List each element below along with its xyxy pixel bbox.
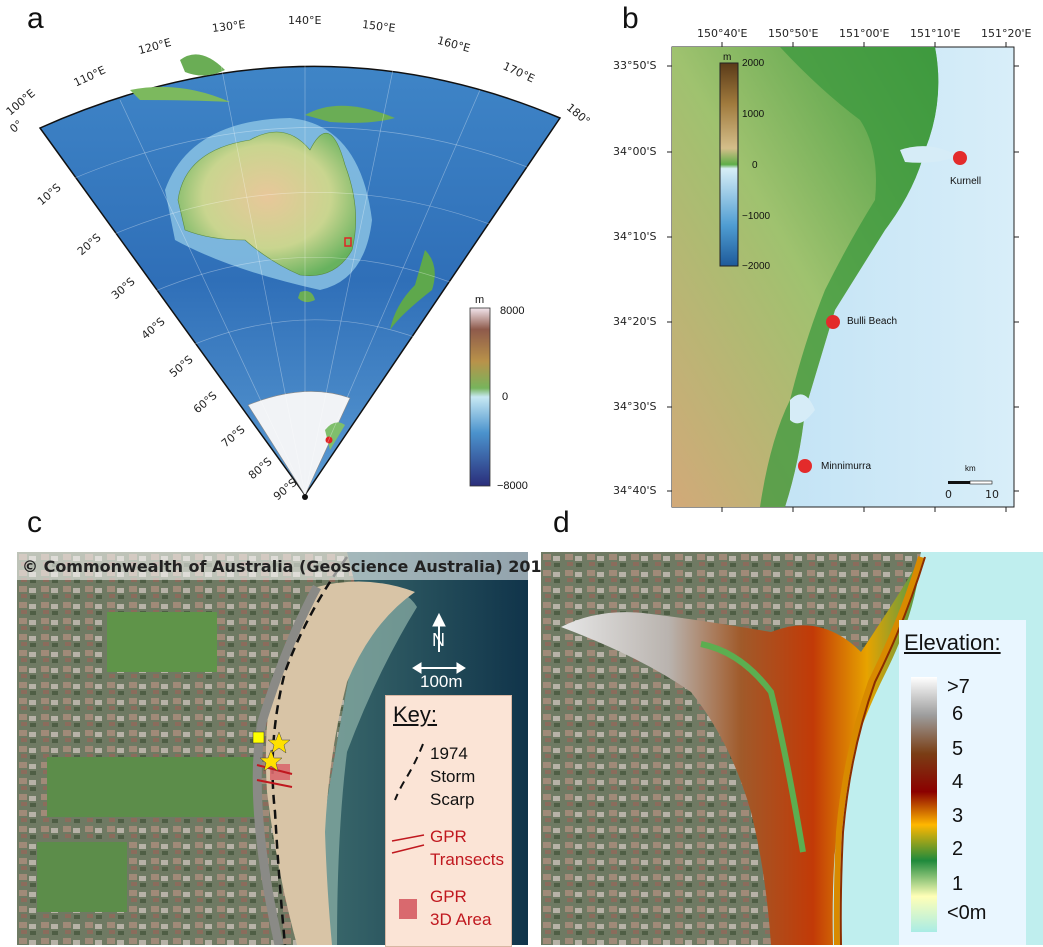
elevation-level: 2 (952, 838, 964, 860)
site-marker-bulli (826, 315, 840, 329)
gpr-transect (256, 779, 293, 788)
elevation-level: 1 (952, 873, 964, 895)
b-lon-label: 150°40'E (697, 27, 748, 40)
north-label: N (432, 630, 445, 650)
panel-d-elevation-map (541, 552, 1043, 945)
panel-a-map (38, 45, 562, 500)
a-colorbar-unit: m (475, 294, 485, 306)
b-colorbar-tick: −2000 (742, 261, 771, 272)
key-3d-area-line1: GPR (430, 887, 467, 906)
a-colorbar-mid: 0 (502, 391, 509, 403)
antarctic-region (247, 391, 351, 496)
copyright-banner (17, 552, 528, 580)
key-transect-line1: GPR (430, 827, 467, 846)
panel-label-d: d (553, 506, 570, 539)
b-lon-label: 150°50'E (768, 27, 819, 40)
b-scalebar-start: 0 (945, 488, 952, 501)
b-colorbar-tick: 1000 (742, 109, 765, 120)
antarctic-site-marker (325, 436, 333, 444)
elevation-level: <0m (947, 902, 987, 924)
elevation-legend-title: Elevation: (904, 630, 1001, 655)
panel-label-b: b (622, 2, 639, 35)
elevation-surface (561, 557, 921, 945)
panel-a-colorbar (469, 307, 491, 487)
site-star-marker (267, 731, 291, 754)
b-lon-label: 151°00'E (839, 27, 890, 40)
key-scarp-line3: Scarp (430, 790, 475, 809)
key-transect-line2: Transects (430, 850, 505, 869)
b-lat-label: 33°50'S (613, 59, 657, 72)
elevation-level: 5 (952, 738, 964, 760)
elevation-level: >7 (947, 676, 970, 698)
panel-b-colorbar (719, 62, 739, 267)
b-lon-label: 151°20'E (981, 27, 1032, 40)
site-marker-minnimurra (798, 459, 812, 473)
key-scarp-symbol (394, 743, 424, 801)
site-marker-kurnell (953, 151, 967, 165)
scale-bar (412, 662, 466, 674)
coastline-land (672, 47, 939, 507)
a-lon-label: 140°E (288, 14, 322, 27)
panel-label-c: c (27, 506, 42, 539)
panel-b-map (667, 42, 1019, 512)
key-3d-area-line2: 3D Area (430, 910, 492, 929)
b-lon-label: 151°10'E (910, 27, 961, 40)
panel-b-scalebar (948, 480, 993, 485)
place-label-bulli: Bulli Beach (847, 316, 898, 327)
a-colorbar-min: −8000 (497, 480, 528, 492)
place-label-minnimurra: Minnimurra (821, 461, 872, 472)
b-lat-label: 34°20'S (613, 315, 657, 328)
key-title: Key: (393, 702, 438, 727)
a-colorbar-max: 8000 (500, 305, 525, 317)
key-3d-area-swatch (399, 899, 417, 919)
b-scalebar-unit: km (965, 464, 976, 473)
b-lat-label: 34°00'S (613, 145, 657, 158)
site-square-marker (252, 731, 265, 744)
b-lat-label: 34°10'S (613, 230, 657, 243)
elevation-legend-bar (911, 677, 937, 932)
b-colorbar-tick: 2000 (742, 58, 765, 69)
b-scalebar-end: 10 (985, 488, 999, 501)
key-scarp-line2: Storm (430, 767, 476, 786)
australia-landmass (177, 131, 356, 276)
elevation-level: 3 (952, 805, 964, 827)
elevation-level: 4 (952, 771, 964, 793)
site-star-marker (259, 749, 283, 772)
key-transect-symbol (391, 834, 425, 854)
panel-label-a: a (27, 2, 44, 35)
b-colorbar-tick: −1000 (742, 211, 771, 222)
b-lat-label: 34°30'S (613, 400, 657, 413)
copyright-text: © Commonwealth of Australia (Geoscience … (22, 557, 553, 576)
beach-sand (265, 581, 415, 945)
key-scarp-line1: 1974 (430, 744, 468, 763)
b-lat-label: 34°40'S (613, 484, 657, 497)
place-label-kurnell: Kurnell (950, 176, 982, 187)
b-colorbar-tick: 0 (752, 160, 758, 171)
elevation-level: 6 (952, 703, 964, 725)
north-arrow (432, 612, 446, 652)
scale-label: 100m (420, 672, 463, 691)
b-colorbar-unit: m (723, 52, 732, 63)
study-area-marker (344, 237, 352, 247)
gpr-transect (256, 764, 293, 775)
